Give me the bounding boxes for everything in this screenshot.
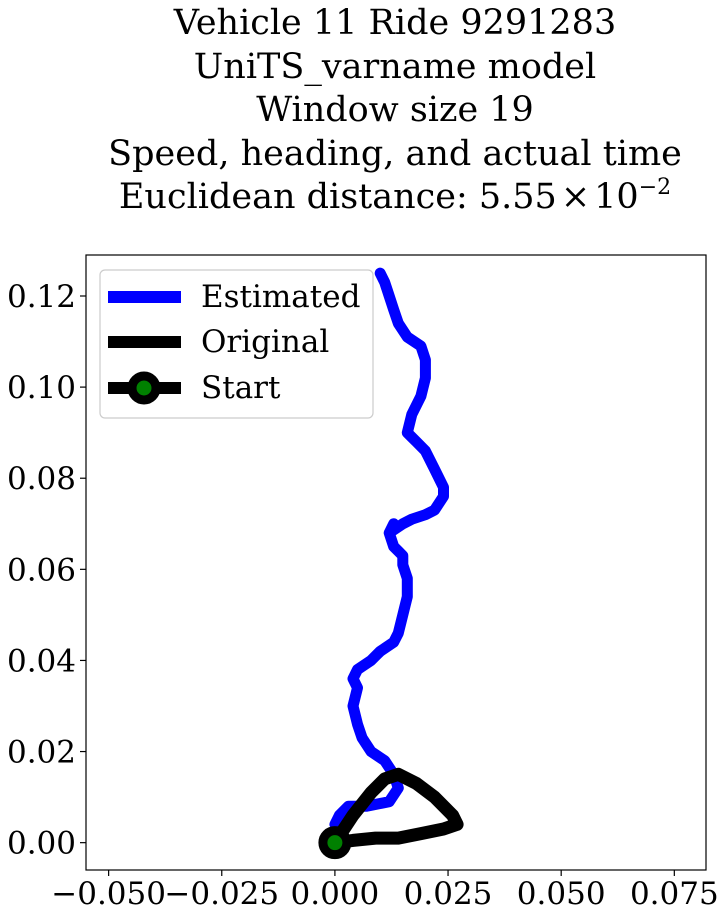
distance-times: ×	[560, 177, 591, 217]
y-tick-label: 0.08	[7, 461, 76, 497]
title-line-2: UniTS_varname model	[193, 46, 597, 87]
y-axis-ticks: 0.00 0.02 0.04 0.06 0.08 0.10 0.12	[7, 279, 86, 862]
x-tick-label: 0.050	[517, 876, 606, 912]
x-tick-label: 0.000	[291, 876, 380, 912]
title-line-4: Speed, heading, and actual time	[108, 133, 682, 174]
y-tick-label: 0.02	[7, 735, 76, 771]
x-tick-label: −0.025	[164, 876, 279, 912]
title-line-3: Window size 19	[256, 90, 534, 130]
legend: Estimated Original Start	[99, 269, 374, 419]
legend-box	[99, 269, 374, 419]
title-line-1: Vehicle 11 Ride 9291283	[173, 3, 617, 43]
distance-label: Euclidean distance: 5.55	[118, 177, 557, 217]
x-tick-label: 0.025	[404, 876, 493, 912]
axes-frame	[85, 254, 707, 871]
title-line-5: Euclidean distance: 5.55 × 10−2	[0, 176, 726, 220]
y-tick-label: 0.04	[7, 643, 76, 679]
distance-exponent: −2	[638, 175, 672, 200]
distance-base: 10	[594, 177, 639, 217]
y-tick-label: 0.00	[7, 826, 76, 862]
x-tick-label: 0.075	[630, 876, 719, 912]
chart-title: Vehicle 11 Ride 9291283 UniTS_varname mo…	[0, 2, 726, 220]
plot-area	[318, 267, 464, 860]
legend-start-marker	[127, 371, 161, 405]
x-axis-ticks: −0.050−0.025 0.000 0.025 0.050 0.075	[51, 870, 719, 912]
legend-estimated-label: Estimated	[201, 279, 360, 315]
legend-start-label: Start	[201, 370, 281, 406]
x-tick-label: −0.050	[51, 876, 166, 912]
series-estimated-line	[329, 267, 449, 830]
y-tick-label: 0.10	[7, 370, 76, 406]
y-tick-label: 0.06	[7, 552, 76, 588]
y-tick-label: 0.12	[7, 279, 76, 315]
series-original-line	[328, 767, 464, 850]
start-marker	[318, 826, 352, 860]
legend-original-label: Original	[201, 324, 329, 360]
